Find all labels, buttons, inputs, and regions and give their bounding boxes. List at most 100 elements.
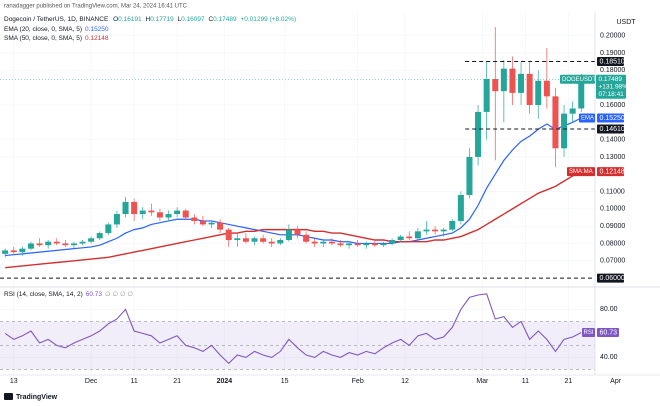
rsi-last-label-box (597, 328, 619, 338)
candle-body (251, 238, 258, 242)
x-tick-label: Apr (610, 378, 622, 385)
candle-body (268, 241, 275, 244)
candle-body (311, 241, 318, 244)
symbol: Dogecoin / TetherUS, 1D, BINANCE (4, 16, 109, 23)
legend-extra: ∅ ∅ ∅ ∅ (105, 291, 133, 298)
candle-body (337, 243, 344, 246)
candle-body (354, 243, 361, 246)
candle-body (2, 250, 9, 254)
candle-body (363, 243, 370, 246)
candle-body (432, 229, 439, 232)
candle-body (518, 73, 525, 93)
ohlc-key: L (178, 16, 182, 23)
candle-body (53, 241, 60, 244)
candle-body (242, 238, 249, 242)
candle-body (380, 243, 387, 246)
legend-ema: EMA (20, close, 0, SMA, 5) 0.15250 (4, 26, 109, 33)
candle-body (88, 238, 95, 242)
legend-value: 0.15250 (85, 26, 109, 33)
legend-name: SMA (50, close, 0, SMA, 5) (4, 35, 82, 42)
level-label: 0.14610 (600, 126, 625, 133)
series-tag: EMA (581, 116, 594, 122)
candle-body (62, 243, 69, 246)
candle-body (406, 236, 413, 239)
candle-body (457, 195, 464, 221)
candle-body (70, 243, 77, 246)
ohlc-value: 0.17489 (213, 16, 237, 23)
x-tick-label: 11 (522, 378, 529, 385)
candle-body (449, 220, 456, 230)
candle-body (45, 241, 52, 246)
candle-body (139, 210, 146, 215)
series-last-label: 0.15250 (600, 115, 625, 122)
candle-body (10, 250, 17, 253)
symbol-tag-box (560, 74, 595, 84)
rsi-tag: RSI (584, 330, 594, 336)
y-tick-label: 0.08000 (600, 240, 625, 247)
y-tick-label: 0.09000 (600, 223, 625, 230)
ohlc-value: 0.17719 (150, 16, 174, 23)
level-label: 0.18510 (600, 58, 625, 65)
candle-body (165, 214, 172, 218)
candle-body (79, 241, 86, 244)
level-label-box (597, 57, 624, 67)
candle-body (483, 79, 490, 112)
x-tick-label: Dec (85, 378, 98, 385)
x-tick-label: 12 (401, 378, 409, 385)
candle-body (303, 234, 310, 242)
last-price: 0.17489 (599, 76, 623, 83)
candle-body (569, 108, 576, 114)
grid-layer (0, 12, 595, 375)
candle-body (19, 248, 26, 253)
candle-body (440, 229, 447, 232)
x-tick-label: 15 (281, 378, 289, 385)
rsi-tag-box (582, 328, 595, 338)
logo-icon (4, 393, 13, 400)
ohlc-value: 0.16191 (118, 16, 142, 23)
legend-value: 0.12148 (85, 35, 109, 42)
candle-body (96, 233, 103, 239)
candle-body (389, 240, 396, 244)
candle-body (346, 243, 353, 246)
level-label: 0.06000 (600, 275, 625, 282)
x-tick-label: Mar (476, 378, 489, 385)
candle-body (397, 236, 404, 240)
candle-body (578, 79, 585, 109)
ohlc-key: C (208, 16, 213, 23)
legend-value: 60.73 (86, 291, 103, 298)
candle-body (285, 229, 292, 240)
x-tick-label: 2024 (217, 378, 233, 385)
legend-sma: SMA (50, close, 0, SMA, 5) 0.12148 (4, 35, 109, 42)
legend-rsi: RSI (14, close, SMA, 14, 2) 60.73 ∅ ∅ ∅ ∅ (4, 291, 133, 298)
candle-body (174, 210, 181, 215)
candle-body (208, 222, 215, 225)
legend-name: RSI (14, close, SMA, 14, 2) (4, 291, 83, 298)
y-tick-label: 0.16000 (600, 102, 625, 109)
y-tick-label: 0.10000 (600, 206, 625, 213)
symbol-tag: DOGEUSDT (562, 77, 596, 83)
plot-layer (0, 27, 595, 365)
rsi-band (0, 321, 595, 370)
candle-body (328, 241, 335, 244)
candle-body (122, 201, 129, 215)
x-tick-label: 13 (10, 378, 18, 385)
series-last-label-box (597, 113, 624, 123)
candle-body (466, 156, 473, 195)
candle-body (156, 212, 163, 218)
y-tick-label: 0.20000 (600, 33, 625, 40)
candle-body (217, 222, 224, 230)
candle-body (191, 217, 198, 221)
x-tick-label: 21 (173, 378, 181, 385)
line (4, 293, 582, 365)
candle-body (36, 243, 43, 246)
candle-body (500, 68, 507, 92)
publisher: ranadagger published on TradingView.com,… (4, 4, 188, 10)
currency: USDT (616, 19, 636, 26)
last-price-box (596, 74, 626, 99)
y-tick-label: 40.00 (600, 354, 618, 361)
series-tag: SMA:MA (569, 169, 593, 175)
candle-body (277, 240, 284, 244)
candle-body (234, 238, 241, 240)
candle-body (543, 80, 550, 97)
